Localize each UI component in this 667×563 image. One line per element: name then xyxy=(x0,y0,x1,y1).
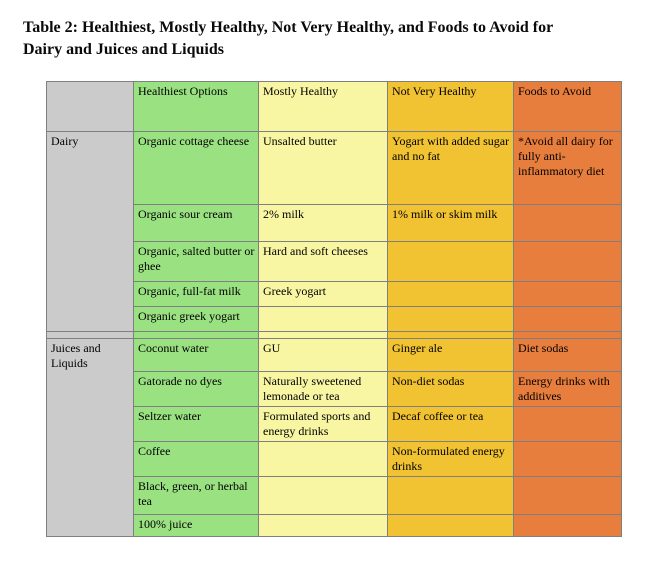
cell-juices-1-avoid: Diet sodas xyxy=(513,338,622,372)
table-row: Black, green, or herbal tea xyxy=(47,476,622,515)
cell-juices-1-mostly: GU xyxy=(258,338,388,372)
cell-dairy-3-healthiest: Organic, salted butter or ghee xyxy=(133,241,259,282)
cell-juices-1-healthiest: Coconut water xyxy=(133,338,259,372)
cell-dairy-5-mostly xyxy=(258,306,388,332)
cell-juices-5-avoid xyxy=(513,476,622,515)
cell-juices-2-healthiest: Gatorade no dyes xyxy=(133,371,259,407)
table-row: Coffee Non-formulated energy drinks xyxy=(47,441,622,477)
cell-juices-4-avoid xyxy=(513,441,622,477)
corner-cell xyxy=(46,81,134,132)
food-category-table: Healthiest Options Mostly Healthy Not Ve… xyxy=(46,81,622,537)
table-row: Organic, salted butter or ghee Hard and … xyxy=(47,241,622,282)
cell-juices-4-mostly xyxy=(258,441,388,477)
group-label-dairy: Dairy xyxy=(46,131,134,332)
separator-cell xyxy=(46,331,134,339)
table-row: Gatorade no dyes Naturally sweetened lem… xyxy=(47,371,622,407)
cell-juices-4-notvery: Non-formulated energy drinks xyxy=(387,441,514,477)
header-mostly-healthy: Mostly Healthy xyxy=(258,81,388,132)
cell-dairy-5-healthiest: Organic greek yogart xyxy=(133,306,259,332)
cell-juices-4-healthiest: Coffee xyxy=(133,441,259,477)
cell-juices-1-notvery: Ginger ale xyxy=(387,338,514,372)
table-row: Organic, full-fat milk Greek yogart xyxy=(47,281,622,307)
cell-juices-2-mostly: Naturally sweetened lemonade or tea xyxy=(258,371,388,407)
cell-dairy-5-notvery xyxy=(387,306,514,332)
separator-cell xyxy=(258,331,388,339)
page-title-line1: Table 2: Healthiest, Mostly Healthy, Not… xyxy=(23,19,554,36)
cell-dairy-1-healthiest: Organic cottage cheese xyxy=(133,131,259,205)
header-foods-to-avoid: Foods to Avoid xyxy=(513,81,622,132)
table-row: Dairy Organic cottage cheese Unsalted bu… xyxy=(46,131,622,332)
table-row: Seltzer water Formulated sports and ener… xyxy=(47,406,622,442)
cell-juices-2-notvery: Non-diet sodas xyxy=(387,371,514,407)
cell-dairy-1-avoid: *Avoid all dairy for fully anti-inflamma… xyxy=(513,131,622,205)
header-not-very-healthy: Not Very Healthy xyxy=(387,81,514,132)
cell-dairy-3-avoid xyxy=(513,241,622,282)
cell-dairy-2-mostly: 2% milk xyxy=(258,204,388,242)
cell-dairy-2-healthiest: Organic sour cream xyxy=(133,204,259,242)
separator-cell xyxy=(513,331,622,339)
cell-juices-6-mostly xyxy=(258,514,388,537)
cell-dairy-4-healthiest: Organic, full-fat milk xyxy=(133,281,259,307)
cell-dairy-4-avoid xyxy=(513,281,622,307)
page-title: Table 2: Healthiest, Mostly Healthy, Not… xyxy=(23,17,598,60)
table-row: Organic greek yogart xyxy=(47,306,622,332)
header-row: Healthiest Options Mostly Healthy Not Ve… xyxy=(46,81,622,132)
cell-dairy-5-avoid xyxy=(513,306,622,332)
separator-cell xyxy=(387,331,514,339)
table-row: Juices and Liquids Coconut water GU Ging… xyxy=(46,338,622,537)
cell-juices-3-avoid xyxy=(513,406,622,442)
cell-juices-6-healthiest: 100% juice xyxy=(133,514,259,537)
cell-juices-3-notvery: Decaf coffee or tea xyxy=(387,406,514,442)
cell-juices-5-healthiest: Black, green, or herbal tea xyxy=(133,476,259,515)
cell-dairy-4-mostly: Greek yogart xyxy=(258,281,388,307)
cell-dairy-2-notvery: 1% milk or skim milk xyxy=(387,204,514,242)
cell-dairy-1-mostly: Unsalted butter xyxy=(258,131,388,205)
cell-juices-5-mostly xyxy=(258,476,388,515)
cell-dairy-1-notvery: Yogart with added sugar and no fat xyxy=(387,131,514,205)
page-title-line2: Dairy and Juices and Liquids xyxy=(23,40,224,58)
cell-juices-3-healthiest: Seltzer water xyxy=(133,406,259,442)
cell-dairy-3-notvery xyxy=(387,241,514,282)
cell-dairy-4-notvery xyxy=(387,281,514,307)
cell-dairy-2-avoid xyxy=(513,204,622,242)
cell-dairy-3-mostly: Hard and soft cheeses xyxy=(258,241,388,282)
header-healthiest-options: Healthiest Options xyxy=(133,81,259,132)
table-row: 100% juice xyxy=(47,514,622,537)
cell-juices-5-notvery xyxy=(387,476,514,515)
cell-juices-6-notvery xyxy=(387,514,514,537)
cell-juices-3-mostly: Formulated sports and energy drinks xyxy=(258,406,388,442)
separator-cell xyxy=(133,331,259,339)
table-row: Organic sour cream 2% milk 1% milk or sk… xyxy=(47,204,622,242)
cell-juices-6-avoid xyxy=(513,514,622,537)
cell-juices-2-avoid: Energy drinks with additives xyxy=(513,371,622,407)
group-label-juices-and-liquids: Juices and Liquids xyxy=(46,338,134,537)
group-separator-row xyxy=(46,331,622,339)
